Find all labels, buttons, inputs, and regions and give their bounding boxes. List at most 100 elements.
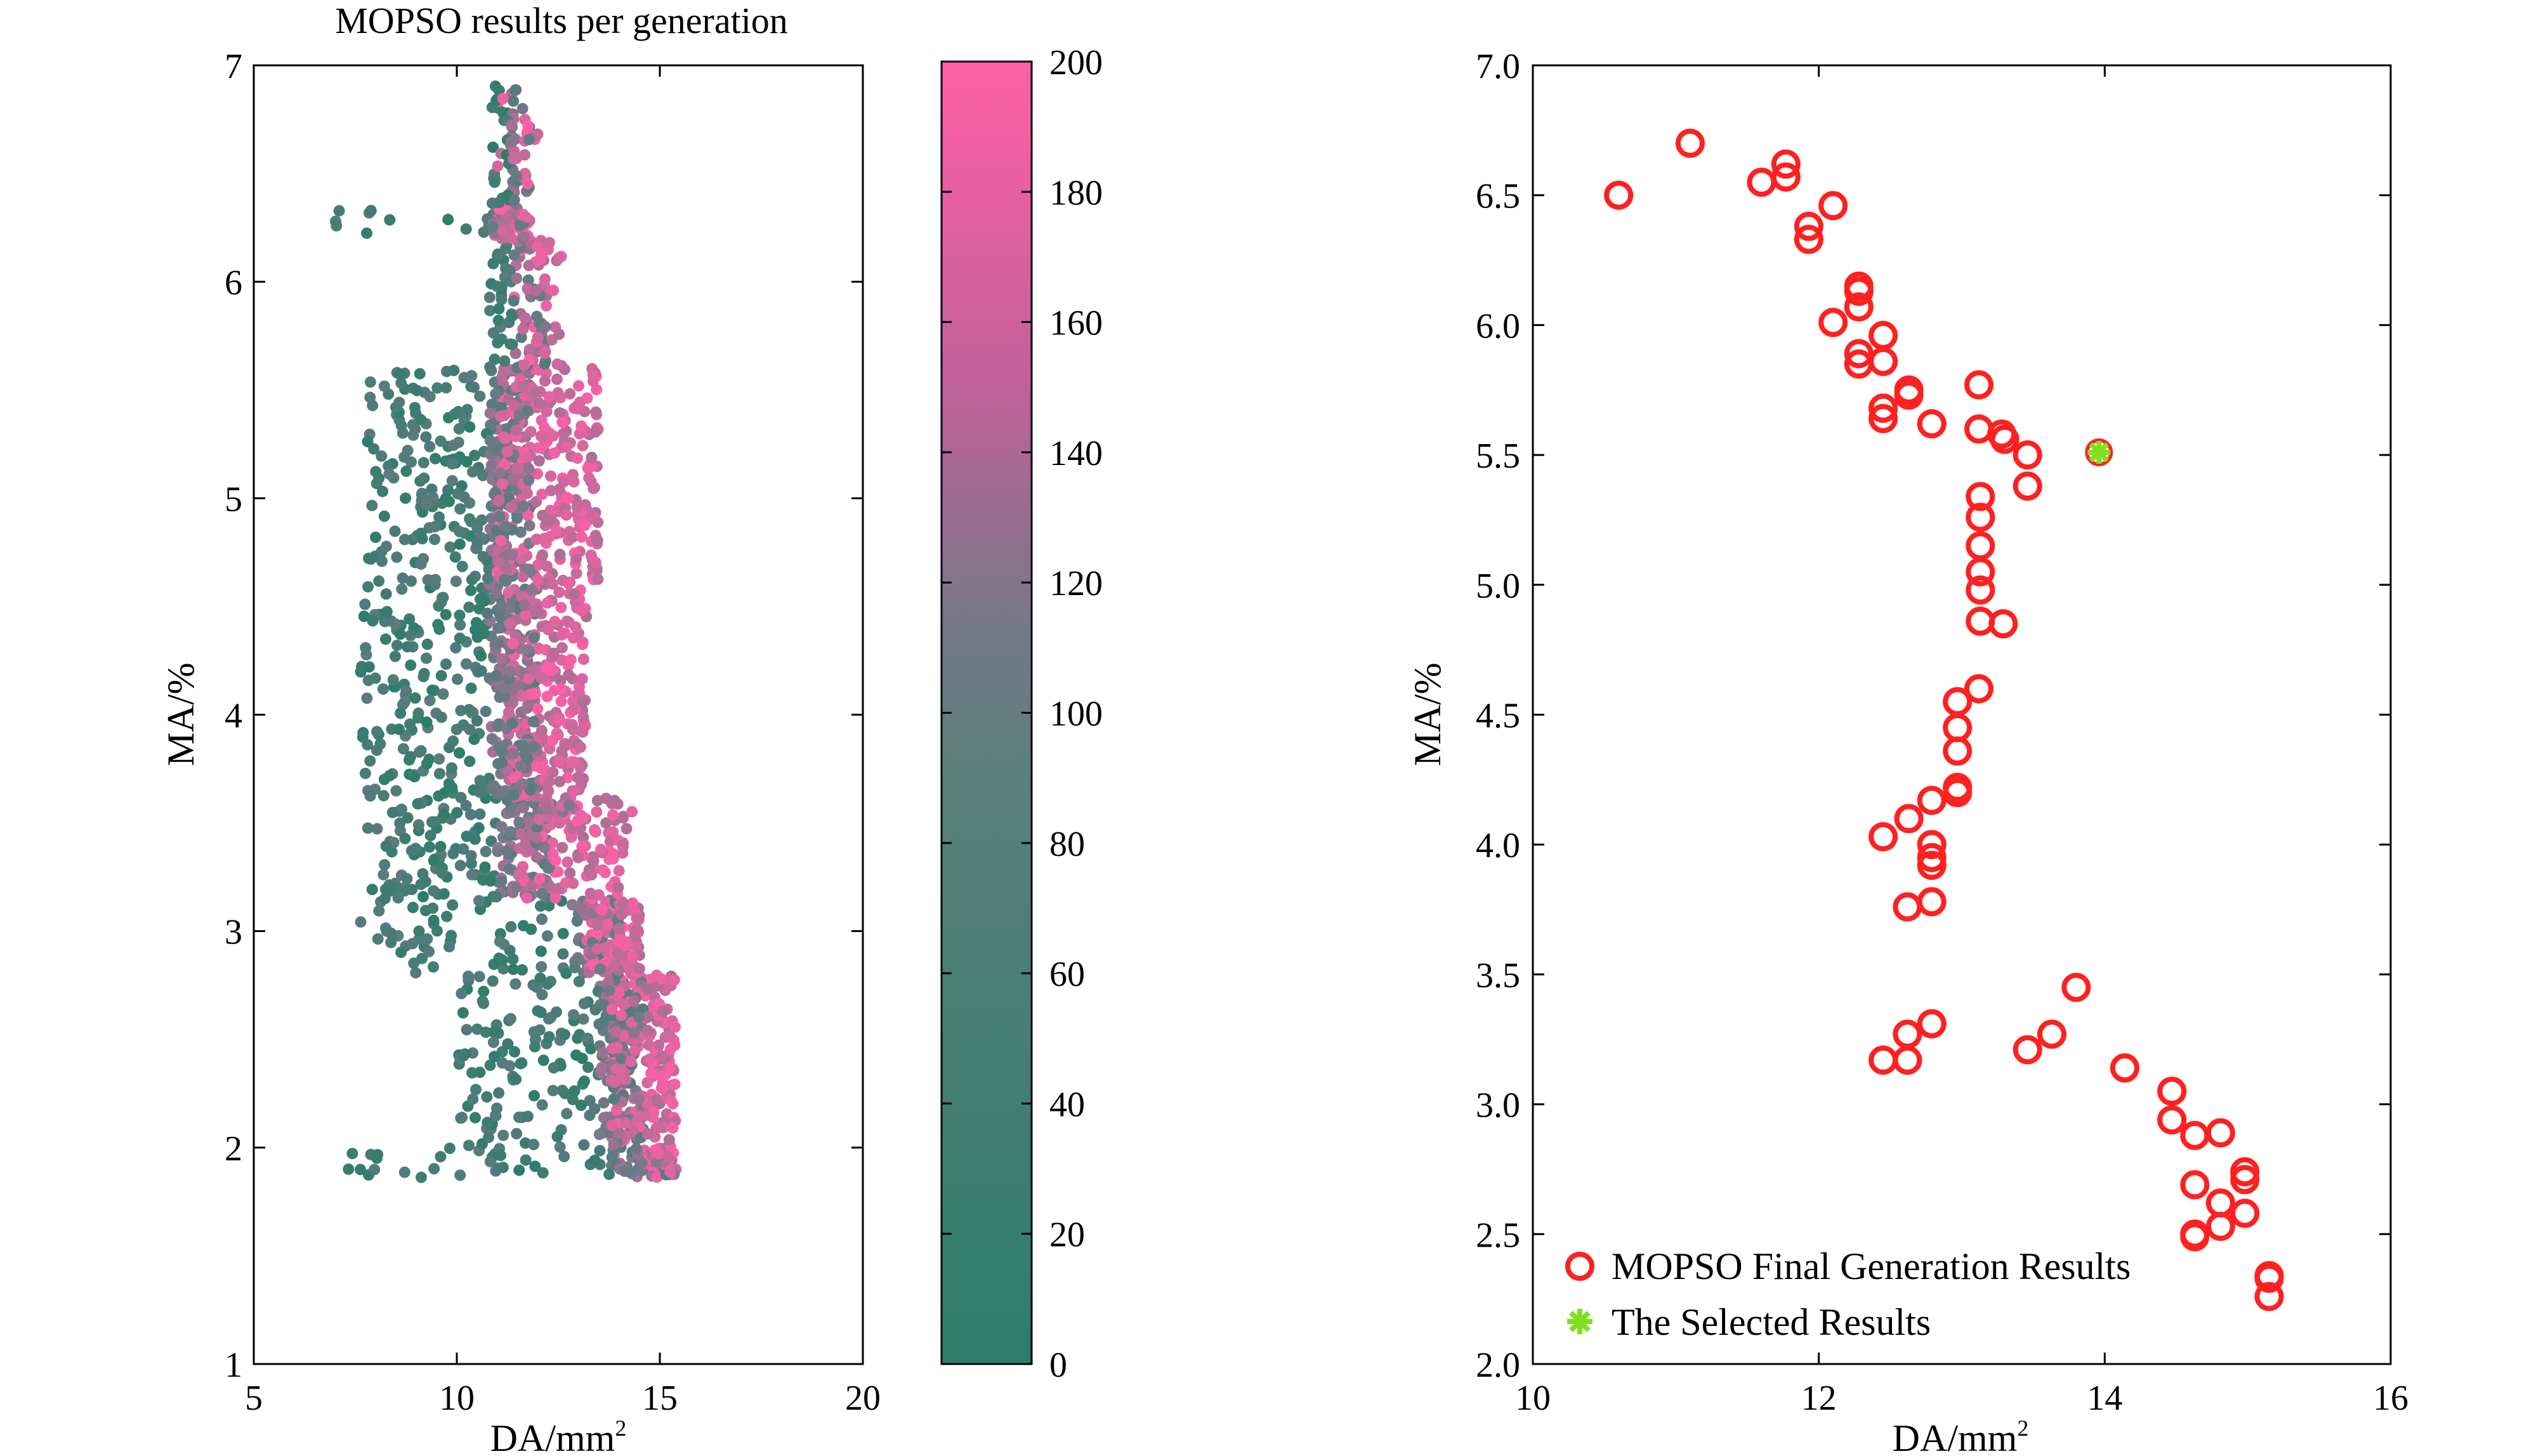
left-scatter-point: [505, 136, 517, 148]
left-scatter-point: [397, 572, 409, 584]
left-scatter-point: [548, 1062, 560, 1074]
final-generation-point: [1966, 482, 1995, 511]
left-scatter-point: [533, 397, 545, 409]
left-scatter-point: [478, 226, 490, 238]
left-scatter-point: [435, 435, 447, 447]
left-scatter-point: [379, 633, 391, 645]
left-scatter-point: [404, 754, 415, 766]
left-scatter-point: [541, 405, 553, 417]
left-scatter-point: [626, 950, 638, 962]
left-scatter-point: [492, 638, 504, 650]
left-scatter-point: [454, 619, 466, 631]
left-scatter-point: [513, 409, 525, 421]
left-scatter-point: [523, 815, 535, 827]
right-y-tick-label: 2.5: [1476, 1216, 1520, 1255]
left-scatter-point: [380, 588, 392, 600]
left-scatter-point: [536, 888, 548, 900]
left-scatter-point: [555, 674, 567, 686]
left-scatter-point: [438, 809, 450, 821]
left-scatter-point: [410, 967, 422, 979]
left-scatter-point: [563, 799, 575, 811]
left-scatter-point: [577, 773, 589, 785]
left-scatter-point: [378, 380, 390, 392]
left-scatter-point: [364, 376, 376, 388]
left-scatter-point: [357, 731, 369, 743]
left-scatter-point: [511, 512, 523, 524]
left-scatter-point: [493, 1087, 505, 1099]
left-scatter-point: [506, 232, 518, 244]
final-generation-point: [1917, 887, 1947, 917]
left-scatter-point: [528, 632, 540, 644]
left-scatter-point: [505, 501, 517, 513]
left-scatter-point: [579, 719, 591, 731]
left-scatter-point: [464, 723, 476, 735]
left-scatter-point: [504, 826, 516, 838]
left-scatter-point: [471, 537, 483, 549]
left-scatter-point: [567, 877, 579, 889]
left-scatter-point: [497, 963, 509, 975]
left-scatter-point: [464, 513, 476, 525]
legend-entry-final-generation: MOPSO Final Generation Results: [1612, 1245, 2131, 1287]
left-scatter-point: [529, 1160, 541, 1172]
left-scatter-point: [421, 638, 433, 650]
left-scatter-point: [518, 231, 530, 243]
left-scatter-point: [669, 1021, 681, 1033]
left-scatter-point: [479, 861, 491, 873]
left-scatter-point: [550, 525, 562, 537]
left-scatter-point: [396, 583, 408, 595]
left-scatter-point: [484, 1059, 496, 1072]
left-scatter-point: [457, 843, 470, 855]
left-scatter-point: [509, 424, 522, 436]
left-y-tick-label: 1: [225, 1346, 242, 1385]
left-scatter-point: [440, 382, 452, 394]
left-scatter-point: [414, 368, 426, 380]
left-scatter-point: [506, 339, 518, 350]
left-scatter-point: [555, 683, 567, 695]
colorbar-tick-label: 20: [1049, 1216, 1085, 1255]
left-scatter-point: [478, 997, 490, 1009]
left-scatter-point: [590, 556, 601, 568]
left-scatter-point: [470, 624, 482, 636]
left-scatter-point: [468, 381, 480, 393]
left-scatter-point: [433, 768, 445, 780]
left-scatter-point: [574, 397, 586, 408]
left-scatter-point: [591, 806, 603, 818]
left-scatter-point: [471, 715, 483, 727]
left-scatter-point: [603, 985, 615, 997]
left-scatter-point: [523, 462, 535, 475]
left-scatter-point: [599, 867, 611, 879]
left-scatter-point: [545, 485, 557, 497]
left-scatter-point: [580, 909, 592, 921]
right-x-axis: 10 12 14 16: [1515, 65, 2408, 1418]
left-scatter-point: [385, 928, 397, 939]
selected-point-ring: [2085, 438, 2113, 467]
left-scatter-point: [560, 967, 572, 980]
left-scatter-point: [416, 952, 428, 964]
right-y-tick-label: 5.5: [1476, 436, 1520, 476]
left-scatter-point: [523, 134, 535, 146]
left-scatter-point: [522, 487, 533, 499]
left-scatter-point: [529, 760, 541, 772]
colorbar-tick-label: 200: [1049, 43, 1103, 82]
left-scatter-point: [371, 478, 383, 490]
left-scatter-point: [522, 1110, 534, 1122]
left-scatter-point: [443, 778, 455, 789]
left-scatter-point: [516, 103, 529, 115]
left-scatter-point: [520, 609, 532, 621]
left-scatter-point: [394, 628, 406, 640]
left-scatter-point: [416, 533, 428, 545]
left-scatter-point: [547, 766, 559, 778]
left-scatter-point: [582, 1032, 594, 1044]
left-scatter-point: [573, 976, 585, 988]
left-scatter-point: [510, 881, 522, 893]
final-generation-point: [1771, 149, 1801, 179]
left-scatter-point: [502, 586, 515, 598]
left-scatter-point: [632, 924, 644, 936]
left-scatter-point: [578, 997, 590, 1009]
left-scatter-point: [460, 799, 472, 811]
left-scatter-point: [499, 243, 511, 254]
colorbar-tick-label: 60: [1049, 955, 1085, 994]
left-scatter-point: [598, 1097, 610, 1109]
left-scatter-point: [613, 987, 625, 999]
left-scatter-point: [530, 534, 542, 545]
